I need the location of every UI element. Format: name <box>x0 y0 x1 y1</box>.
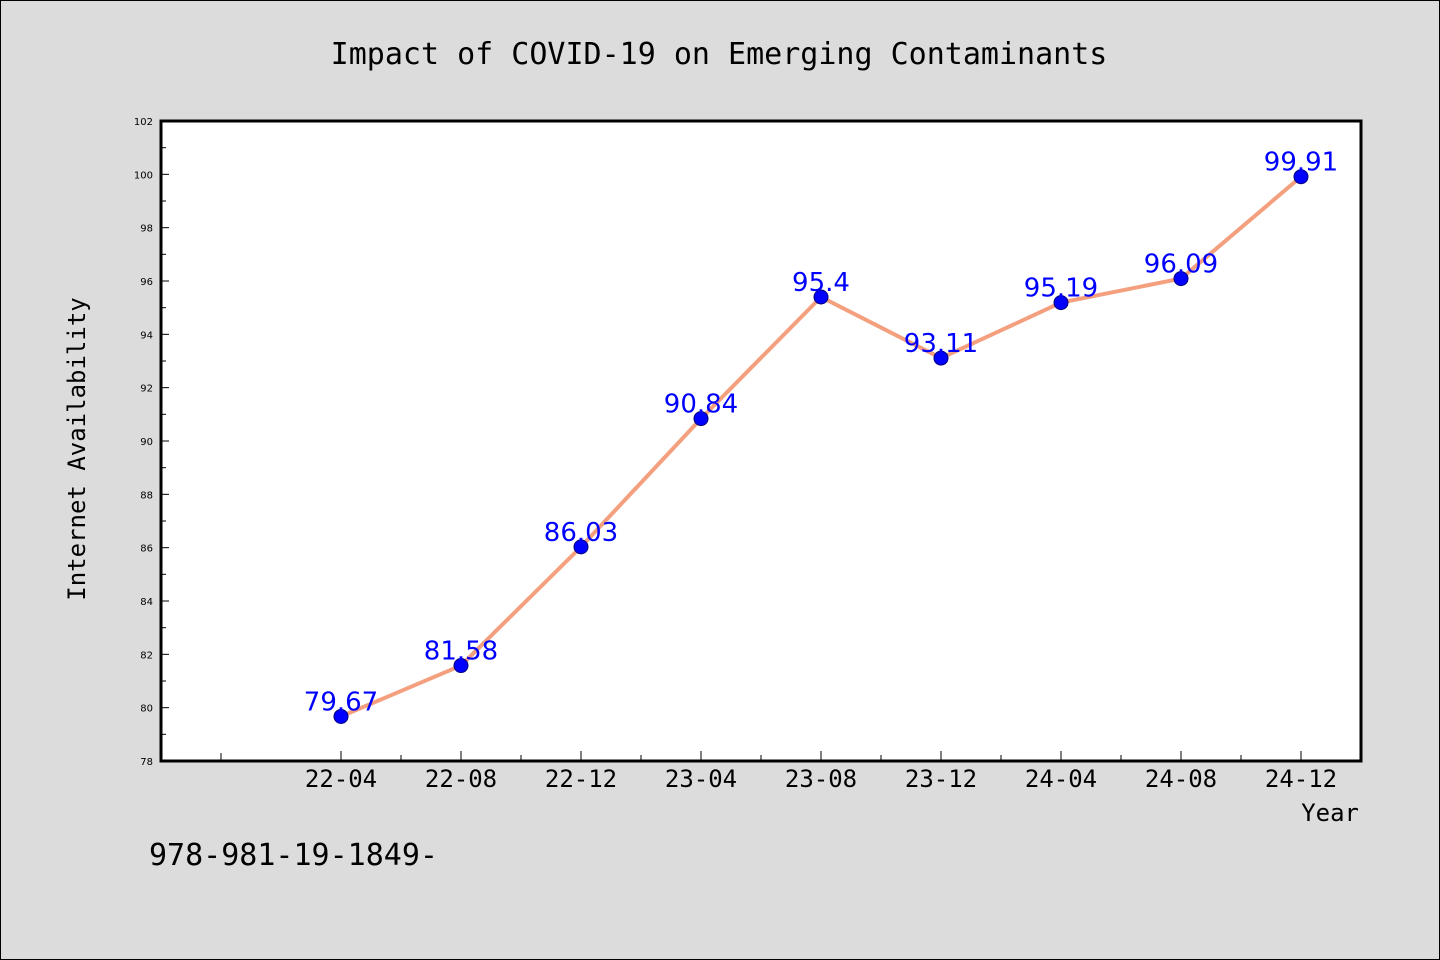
y-tick-label: 90 <box>140 437 153 448</box>
x-tick-label: 23-12 <box>905 765 977 793</box>
y-tick-label: 102 <box>134 117 153 128</box>
data-point <box>813 289 829 305</box>
data-label: 86.03 <box>544 518 618 548</box>
y-tick-label: 82 <box>140 650 153 661</box>
data-label: 81.58 <box>424 637 498 667</box>
y-tick-label: 98 <box>140 224 153 235</box>
data-point <box>933 350 949 366</box>
data-label: 95.19 <box>1024 274 1098 304</box>
y-axis-ticks: 78 80 82 84 86 88 90 92 94 96 98 100 102 <box>134 117 169 768</box>
y-tick-label: 96 <box>140 277 153 288</box>
data-label: 99.91 <box>1264 148 1338 178</box>
y-tick-label: 100 <box>134 170 153 181</box>
data-point <box>1053 295 1069 311</box>
data-point <box>693 411 709 427</box>
x-axis-ticks: 22-04 22-08 22-12 23-04 23-08 23-12 24-04 24-08… <box>220 751 1337 793</box>
y-tick-label: 84 <box>140 597 153 608</box>
x-tick-label: 24-12 <box>1265 765 1337 793</box>
x-tick-label: 23-08 <box>785 765 857 793</box>
y-tick-label: 94 <box>140 330 153 341</box>
data-point <box>1173 271 1189 287</box>
y-tick-label: 86 <box>140 544 153 555</box>
data-labels: 79.67 81.58 86.03 90.84 95.4 93.11 95.19 96.09 9… <box>304 148 1338 718</box>
x-tick-label: 24-04 <box>1025 765 1097 793</box>
data-label: 79.67 <box>304 687 378 717</box>
plot-frame <box>159 119 1363 763</box>
data-label: 95.4 <box>792 268 850 298</box>
y-tick-label: 92 <box>140 384 153 395</box>
y-tick-label: 80 <box>140 704 153 715</box>
x-tick-label: 22-08 <box>425 765 497 793</box>
y-tick-label: 78 <box>140 757 153 768</box>
data-point <box>333 708 349 724</box>
chart-title: Impact of COVID-19 on Emerging Contamina… <box>331 37 1108 72</box>
y-tick-label: 88 <box>140 490 153 501</box>
plot-area <box>161 121 1361 761</box>
x-tick-label: 24-08 <box>1145 765 1217 793</box>
footer-text: 978-981-19-1849- <box>149 838 438 873</box>
data-label: 90.84 <box>664 390 738 420</box>
data-label: 96.09 <box>1144 250 1218 280</box>
x-tick-label: 23-04 <box>665 765 737 793</box>
data-point <box>1293 169 1309 185</box>
data-point <box>453 658 469 674</box>
x-axis-label: Year <box>1301 799 1359 827</box>
x-tick-label: 22-12 <box>545 765 617 793</box>
data-label: 93.11 <box>904 329 978 359</box>
series-group <box>333 169 1309 724</box>
data-point <box>573 539 589 555</box>
x-tick-label: 22-04 <box>305 765 377 793</box>
y-axis-label: Internet Availability <box>63 297 91 600</box>
